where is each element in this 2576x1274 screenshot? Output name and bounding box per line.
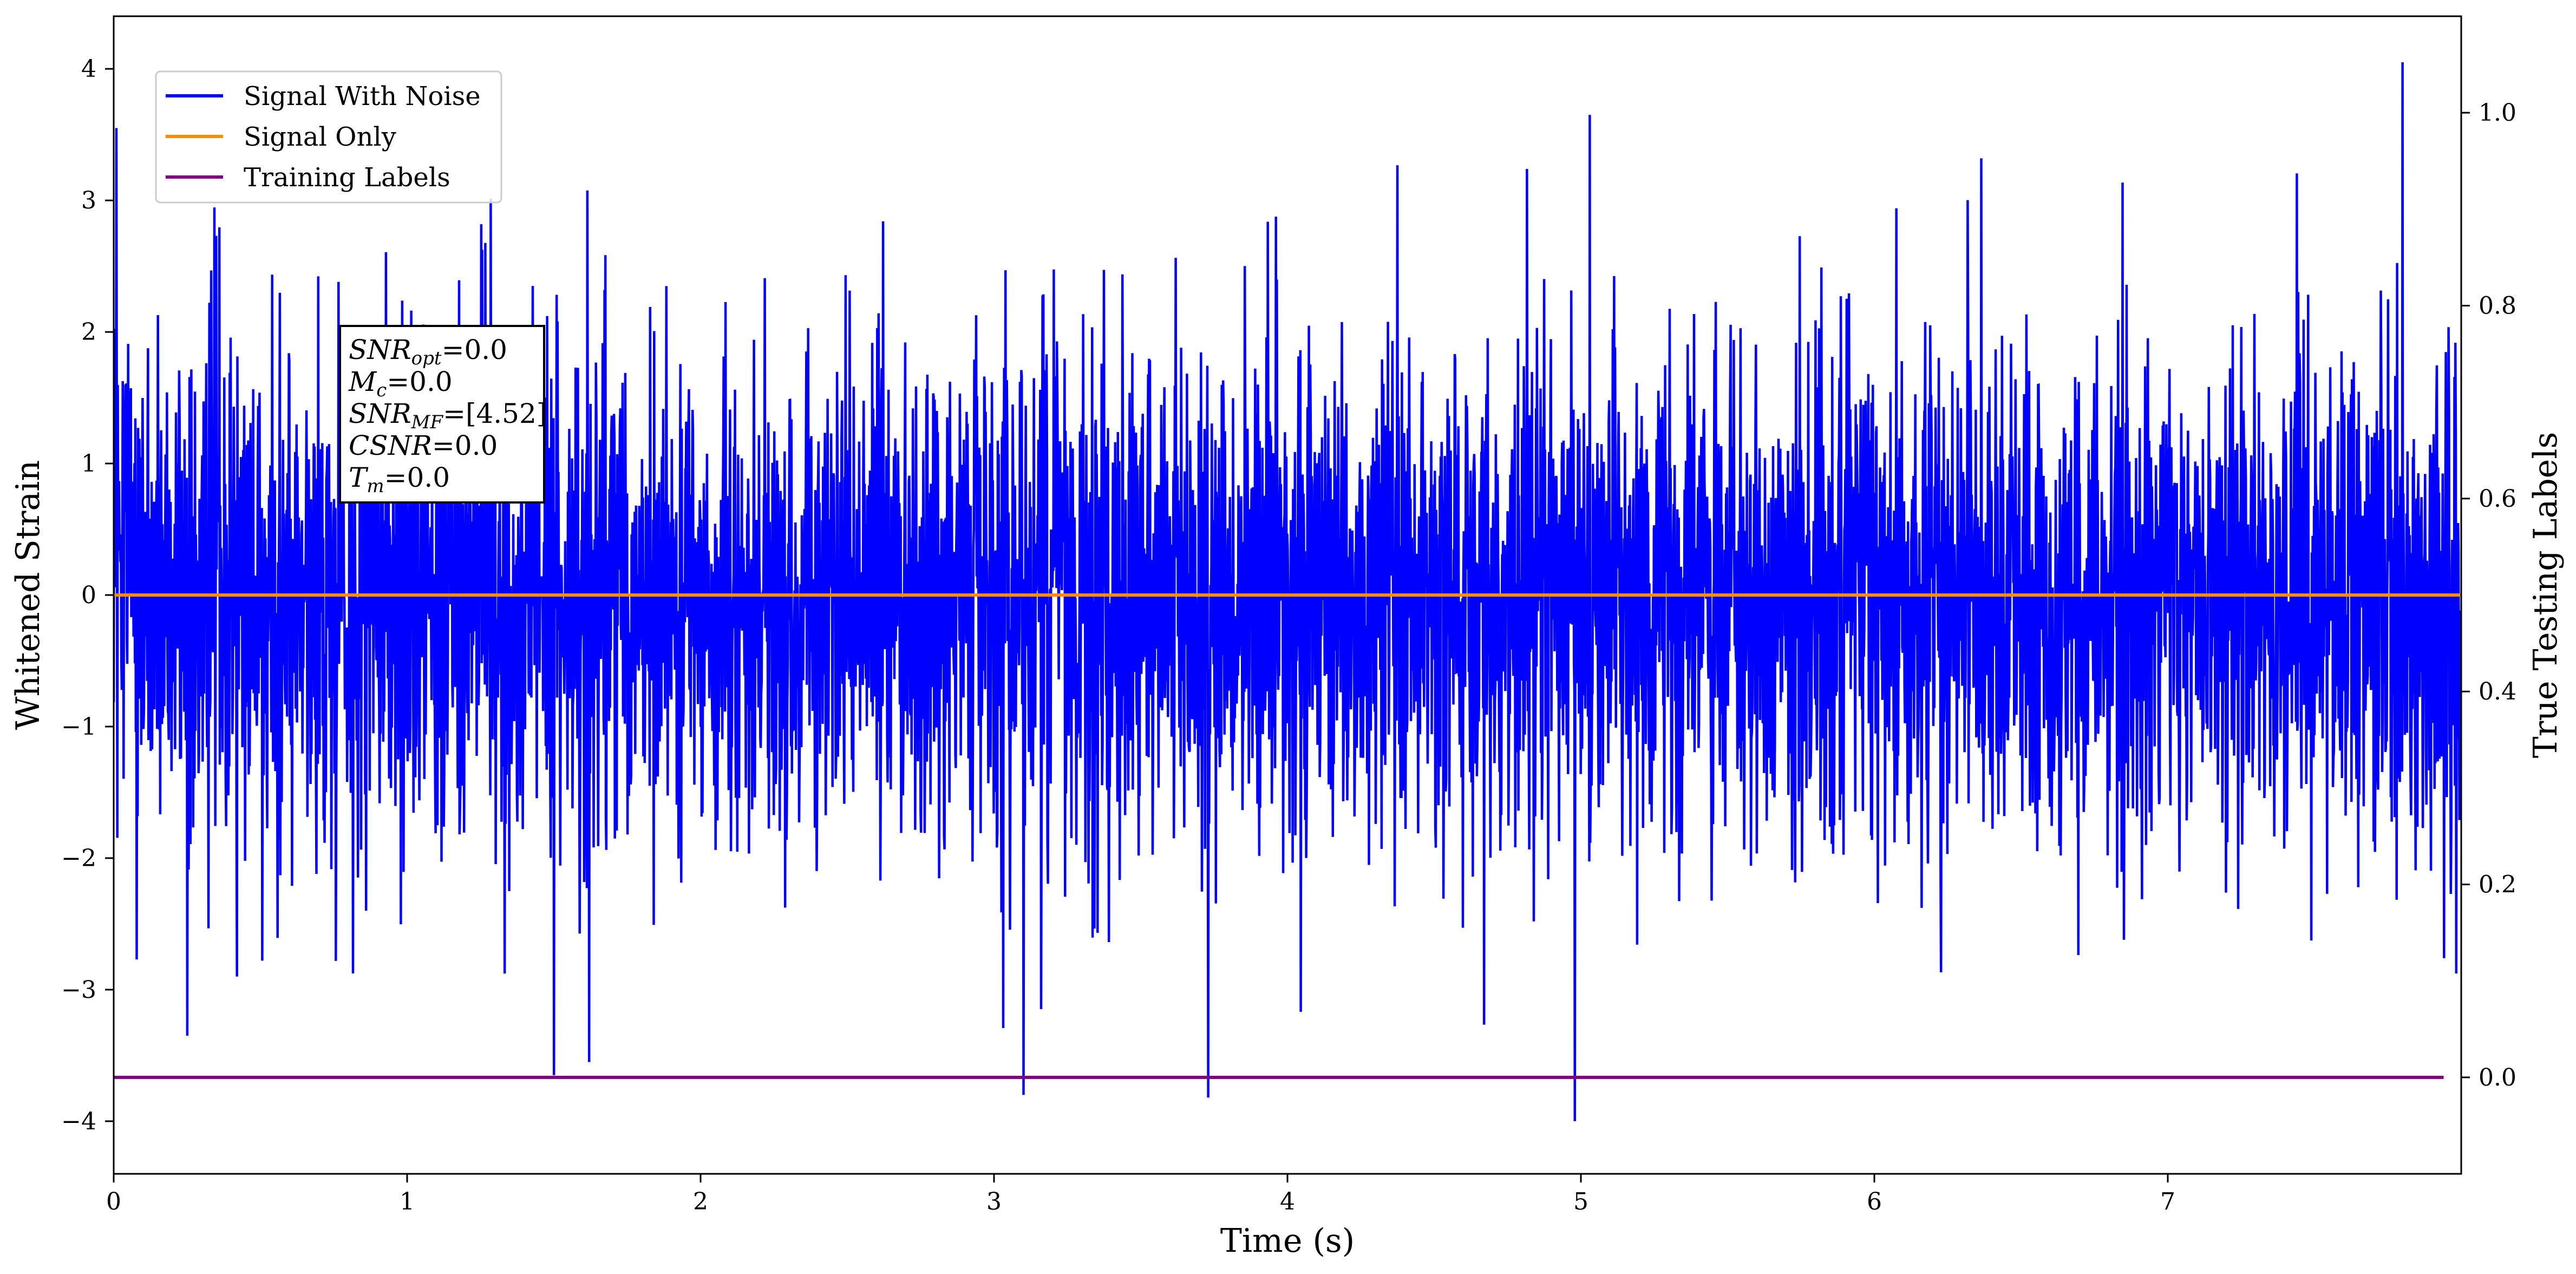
annotation-box: SNRopt=0.0Mc=0.0SNRMF=[4.52]CSNR=0.0Tm=0… bbox=[339, 325, 547, 504]
x-tick-label: 7 bbox=[2160, 1188, 2175, 1216]
y-tick-label: −4 bbox=[61, 1108, 96, 1135]
y-tick-label: −2 bbox=[61, 845, 96, 872]
x-tick-label: 3 bbox=[986, 1188, 1002, 1216]
legend-item-training-labels: Training Labels bbox=[166, 162, 450, 193]
y2-tick-label: 0.0 bbox=[2479, 1064, 2516, 1092]
y2-tick-label: 0.4 bbox=[2479, 678, 2516, 705]
y-axis-title: Whitened Strain bbox=[9, 460, 47, 730]
y2-tick-label: 1.0 bbox=[2479, 99, 2516, 127]
y-tick-label: 2 bbox=[81, 318, 96, 346]
x-tick-label: 6 bbox=[1867, 1188, 1882, 1216]
legend: Signal With Noise Signal Only Training L… bbox=[155, 70, 502, 204]
y-tick-label: 4 bbox=[81, 55, 96, 83]
annotation-line: Mc=0.0 bbox=[348, 366, 453, 401]
x-axis: 0 1 2 3 4 5 6 7 bbox=[106, 1174, 2175, 1216]
y-axis-left: −4 −3 −2 −1 0 1 2 3 4 bbox=[61, 55, 114, 1135]
y-tick-label: 0 bbox=[81, 582, 96, 609]
y2-axis-title: True Testing Labels bbox=[2527, 432, 2565, 759]
annotation-line: SNRopt=0.0 bbox=[349, 334, 507, 369]
annotation-line: CSNR=0.0 bbox=[349, 430, 498, 461]
annotation-line: Tm=0.0 bbox=[349, 462, 450, 497]
y-axis-right: 0.0 0.2 0.4 0.6 0.8 1.0 bbox=[2461, 99, 2516, 1092]
series-signal-with-noise bbox=[114, 62, 2461, 1121]
y-tick-label: 3 bbox=[81, 187, 96, 214]
legend-label-signal-only: Signal Only bbox=[244, 122, 396, 152]
y2-tick-label: 0.6 bbox=[2479, 485, 2516, 513]
x-tick-label: 4 bbox=[1280, 1188, 1295, 1216]
legend-frame bbox=[155, 70, 502, 204]
annotation-line: SNRMF=[4.52] bbox=[349, 398, 547, 433]
x-tick-label: 2 bbox=[693, 1188, 708, 1216]
x-axis-title: Time (s) bbox=[1220, 1222, 1355, 1260]
legend-label-training-labels: Training Labels bbox=[244, 162, 450, 193]
plot-area bbox=[114, 62, 2461, 1121]
y2-tick-label: 0.2 bbox=[2479, 871, 2516, 899]
legend-item-signal-with-noise: Signal With Noise bbox=[166, 81, 481, 112]
y-tick-label: 1 bbox=[81, 450, 96, 478]
y2-tick-label: 0.8 bbox=[2479, 292, 2516, 320]
y-tick-label: −3 bbox=[61, 976, 96, 1004]
x-tick-label: 5 bbox=[1573, 1188, 1588, 1216]
x-tick-label: 0 bbox=[106, 1188, 121, 1216]
legend-item-signal-only: Signal Only bbox=[166, 122, 396, 152]
legend-label-signal-with-noise: Signal With Noise bbox=[244, 81, 481, 112]
y-tick-label: −1 bbox=[61, 713, 96, 741]
annotation-frame bbox=[339, 325, 545, 504]
x-tick-label: 1 bbox=[400, 1188, 415, 1216]
